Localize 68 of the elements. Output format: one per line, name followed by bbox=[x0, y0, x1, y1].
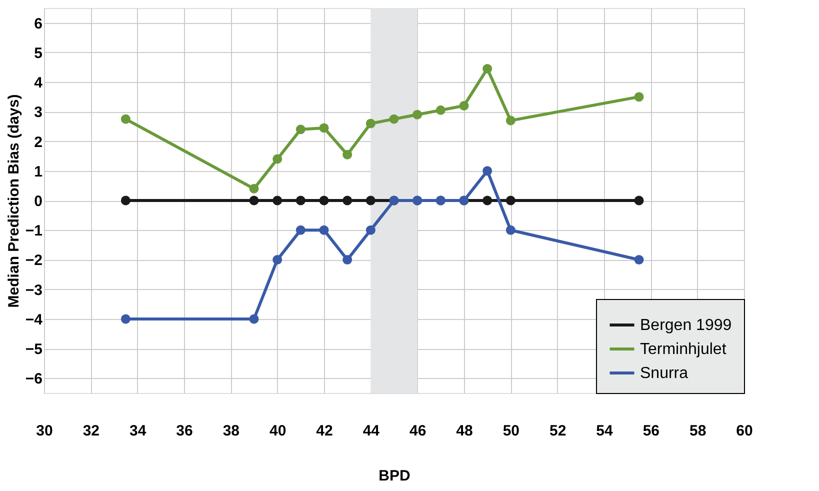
y-tick-label: −6 bbox=[25, 370, 42, 388]
point bbox=[272, 196, 282, 206]
point bbox=[459, 100, 469, 110]
x-tick-label: 50 bbox=[502, 422, 520, 440]
point bbox=[342, 196, 352, 206]
point bbox=[272, 154, 282, 164]
point bbox=[249, 314, 259, 324]
point bbox=[436, 105, 446, 115]
point bbox=[634, 92, 644, 102]
point bbox=[389, 114, 399, 124]
legend-label: Bergen 1999 bbox=[640, 317, 732, 334]
y-axis-title: Median Prediction Bias (days) bbox=[5, 94, 22, 308]
y-tick-label: 6 bbox=[34, 15, 42, 32]
point bbox=[366, 118, 376, 128]
x-tick-label: 34 bbox=[129, 422, 147, 440]
point bbox=[296, 225, 306, 235]
point bbox=[366, 196, 376, 206]
y-tick-label: −4 bbox=[25, 311, 44, 328]
x-tick-label: 44 bbox=[362, 422, 380, 440]
y-tick-label: −3 bbox=[25, 282, 42, 299]
x-tick-label: 38 bbox=[222, 422, 240, 440]
x-tick-label: 48 bbox=[456, 422, 473, 440]
x-tick-label: 58 bbox=[689, 422, 706, 440]
y-tick-label: −1 bbox=[25, 222, 42, 240]
x-axis-title: BPD bbox=[378, 468, 410, 484]
x-tick-label: 56 bbox=[642, 422, 660, 440]
point bbox=[296, 196, 306, 206]
point bbox=[296, 124, 306, 134]
x-tick-label: 40 bbox=[269, 422, 286, 440]
point bbox=[506, 225, 516, 235]
point bbox=[319, 123, 329, 133]
x-tick-label: 42 bbox=[316, 422, 333, 440]
point bbox=[272, 254, 282, 264]
point bbox=[319, 196, 329, 206]
y-tick-label: −2 bbox=[25, 252, 42, 270]
x-tick-label: 46 bbox=[409, 422, 426, 440]
point bbox=[342, 150, 352, 160]
x-tick-label: 36 bbox=[176, 422, 193, 440]
y-tick-label: 5 bbox=[34, 44, 42, 62]
point bbox=[634, 254, 644, 264]
y-tick-label: 1 bbox=[34, 163, 42, 180]
y-tick-label: 2 bbox=[34, 134, 42, 151]
point bbox=[120, 314, 130, 324]
x-tick-label: 30 bbox=[36, 422, 53, 440]
legend-label: Terminhjulet bbox=[640, 341, 727, 358]
x-tick-label: 54 bbox=[596, 422, 614, 440]
point bbox=[249, 196, 259, 206]
point bbox=[634, 196, 644, 206]
point bbox=[249, 184, 259, 194]
point bbox=[319, 225, 329, 235]
point bbox=[482, 64, 492, 74]
point bbox=[342, 254, 352, 264]
y-tick-label: −5 bbox=[25, 341, 42, 358]
point bbox=[120, 196, 130, 206]
x-tick-label: 52 bbox=[549, 422, 566, 440]
x-tick-label: 32 bbox=[82, 422, 100, 440]
point bbox=[506, 196, 516, 206]
point bbox=[120, 114, 130, 124]
point bbox=[366, 225, 376, 235]
y-tick-label: 3 bbox=[34, 104, 42, 122]
point bbox=[482, 196, 492, 206]
x-tick-label: 60 bbox=[736, 422, 753, 440]
point bbox=[506, 116, 516, 126]
legend-label: Snurra bbox=[640, 365, 688, 382]
y-tick-label: 0 bbox=[34, 193, 42, 210]
point bbox=[412, 110, 422, 120]
y-tick-label: 4 bbox=[34, 74, 44, 92]
point bbox=[482, 166, 492, 176]
